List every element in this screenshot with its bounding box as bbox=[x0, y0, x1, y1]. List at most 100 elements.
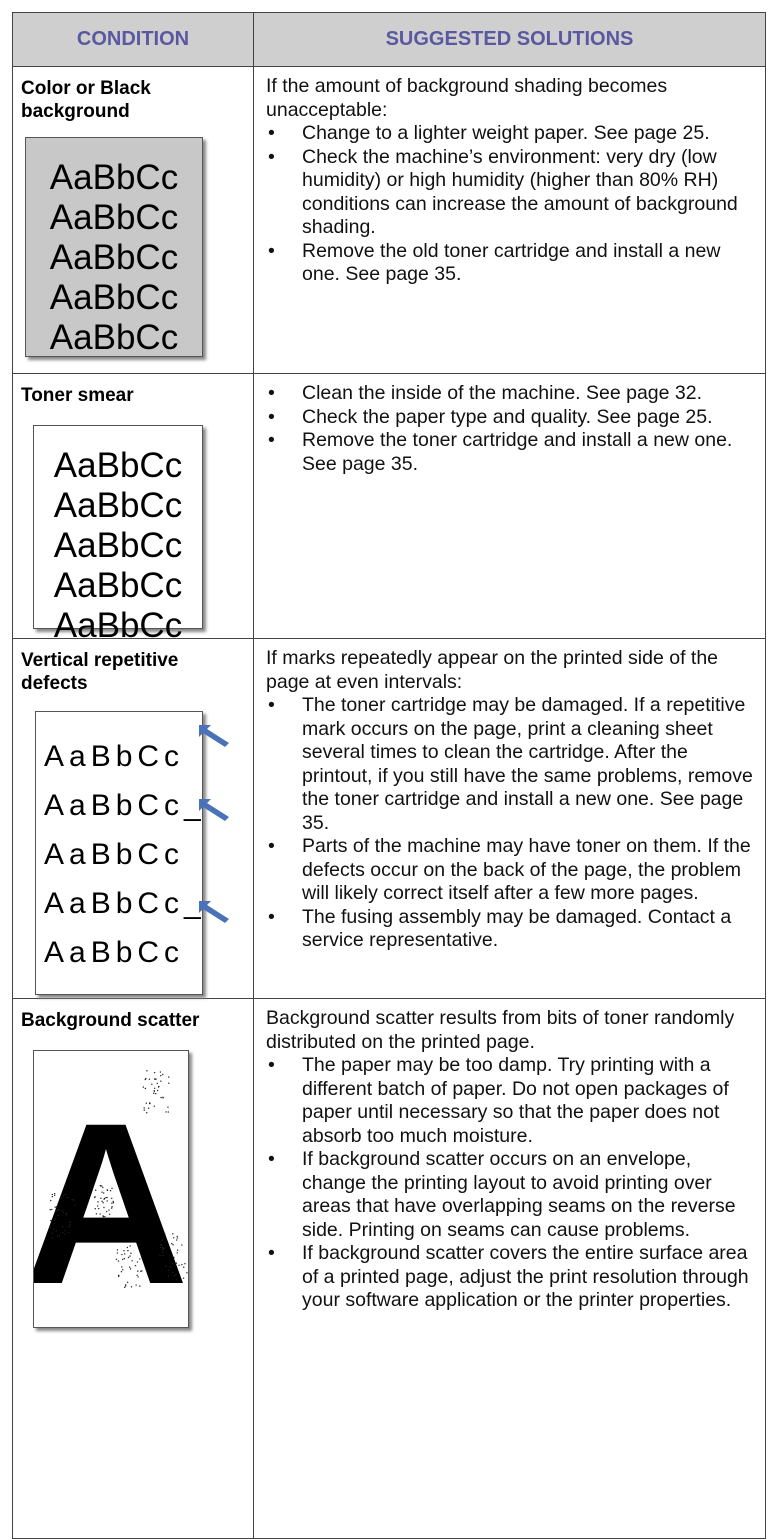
toner-speck bbox=[116, 1249, 119, 1251]
toner-speck bbox=[64, 1233, 66, 1235]
toner-speck bbox=[161, 1246, 164, 1248]
toner-speck bbox=[168, 1082, 170, 1084]
toner-speck bbox=[97, 1207, 100, 1210]
toner-speck bbox=[62, 1231, 64, 1234]
solution-cell: If the amount of background shading beco… bbox=[253, 66, 766, 374]
toner-speck bbox=[121, 1266, 123, 1268]
toner-speck bbox=[111, 1187, 113, 1190]
toner-speck bbox=[165, 1111, 167, 1113]
toner-speck bbox=[102, 1186, 104, 1189]
toner-speck bbox=[126, 1281, 129, 1284]
toner-speck bbox=[110, 1207, 113, 1209]
sample-line: AaBbCc bbox=[53, 526, 183, 565]
toner-speck bbox=[145, 1077, 147, 1080]
toner-speck bbox=[168, 1269, 170, 1271]
toner-speck bbox=[65, 1212, 68, 1215]
table-row: Color or Black background AaBbCc AaBbCc AaB… bbox=[12, 66, 766, 374]
toner-speck bbox=[127, 1249, 129, 1252]
toner-speck bbox=[171, 1262, 173, 1265]
arrow-icon bbox=[199, 799, 229, 821]
toner-speck bbox=[167, 1111, 169, 1113]
toner-speck bbox=[56, 1209, 59, 1211]
toner-speck bbox=[160, 1080, 162, 1082]
toner-speck bbox=[143, 1109, 145, 1111]
document: CONDITION SUGGESTED SOLUTIONS Color or B… bbox=[12, 12, 766, 1539]
solution-item: Clean the inside of the machine. See pag… bbox=[266, 382, 755, 406]
condition-cell: Color or Black background AaBbCc AaBbCc AaB… bbox=[12, 66, 254, 374]
toner-speck bbox=[60, 1197, 62, 1200]
toner-speck bbox=[153, 1087, 156, 1089]
toner-speck bbox=[102, 1192, 105, 1194]
solution-list: The paper may be too damp. Try printing … bbox=[266, 1054, 755, 1313]
solution-intro: If marks repeatedly appear on the printe… bbox=[266, 647, 719, 693]
toner-speck bbox=[101, 1191, 103, 1193]
toner-speck bbox=[153, 1092, 155, 1094]
toner-speck bbox=[117, 1274, 120, 1277]
toner-speck bbox=[95, 1189, 97, 1191]
toner-speck bbox=[172, 1244, 174, 1246]
toner-speck bbox=[57, 1214, 59, 1217]
solution-cell: If marks repeatedly appear on the printe… bbox=[253, 638, 766, 999]
toner-speck bbox=[108, 1209, 110, 1211]
condition-text: Color or Black background bbox=[21, 78, 151, 122]
toner-speck bbox=[61, 1226, 64, 1228]
toner-speck bbox=[97, 1201, 99, 1203]
toner-speck bbox=[123, 1257, 126, 1260]
toner-speck bbox=[146, 1070, 148, 1072]
toner-speck bbox=[181, 1244, 183, 1246]
toner-speck bbox=[172, 1256, 174, 1258]
toner-speck bbox=[173, 1237, 175, 1239]
sample-line: AaBbCc_ bbox=[44, 887, 206, 920]
toner-speck bbox=[144, 1087, 147, 1090]
toner-speck bbox=[162, 1096, 164, 1098]
toner-speck bbox=[159, 1071, 162, 1073]
toner-speck bbox=[112, 1200, 114, 1203]
solution-item: Remove the toner cartridge and install a… bbox=[266, 429, 755, 476]
toner-speck bbox=[124, 1284, 127, 1286]
toner-speck bbox=[100, 1197, 102, 1200]
toner-speck bbox=[139, 1285, 141, 1287]
toner-speck bbox=[103, 1198, 105, 1200]
toner-speck bbox=[148, 1102, 151, 1104]
toner-speck bbox=[66, 1196, 69, 1199]
toner-speck bbox=[176, 1235, 178, 1238]
toner-speck bbox=[160, 1096, 162, 1099]
scatter-illustration: A bbox=[23, 1070, 189, 1332]
sample-line: AaBbCc bbox=[53, 566, 183, 605]
toner-speck bbox=[102, 1215, 105, 1218]
toner-speck bbox=[106, 1189, 109, 1192]
toner-speck bbox=[159, 1246, 162, 1249]
toner-speck bbox=[148, 1078, 151, 1080]
table-row: Toner smear AaBbCc AaBbCc AaBbCc AaBbCc AaBbC… bbox=[12, 373, 766, 645]
illustration: AaBbCc AaBbCc AaBbCc AaBbCc AaBbCc bbox=[25, 137, 243, 357]
toner-speck bbox=[168, 1076, 170, 1078]
sample-line: AaBbCc bbox=[53, 486, 183, 525]
toner-speck bbox=[161, 1248, 164, 1251]
toner-speck bbox=[130, 1286, 133, 1288]
toner-speck bbox=[51, 1232, 53, 1234]
sample-page: AaBbCc AaBbCc_ AaBbCc AaBbCc_ AaBbCc bbox=[35, 711, 203, 995]
toner-speck bbox=[106, 1210, 108, 1213]
sample-line: AaBbCc bbox=[49, 198, 179, 237]
toner-speck bbox=[134, 1264, 137, 1267]
toner-speck bbox=[164, 1265, 167, 1267]
toner-speck bbox=[175, 1273, 177, 1276]
toner-speck bbox=[64, 1230, 66, 1232]
sample-line: AaBbCc bbox=[49, 318, 179, 357]
toner-speck bbox=[158, 1085, 160, 1088]
toner-speck bbox=[162, 1073, 164, 1076]
toner-speck bbox=[74, 1204, 76, 1207]
toner-speck bbox=[136, 1261, 139, 1263]
illustration: A bbox=[23, 1050, 229, 1332]
solution-item: Check the machine’s environment: very dr… bbox=[266, 146, 755, 240]
toner-speck bbox=[143, 1107, 145, 1109]
toner-speck bbox=[68, 1225, 70, 1228]
toner-speck bbox=[56, 1235, 59, 1238]
toner-speck bbox=[72, 1199, 75, 1201]
toner-speck bbox=[175, 1239, 178, 1241]
toner-speck bbox=[99, 1185, 102, 1187]
toner-speck bbox=[139, 1258, 141, 1260]
arrow-icon bbox=[199, 901, 229, 923]
toner-speck bbox=[106, 1200, 108, 1202]
arrow-icon bbox=[199, 725, 229, 747]
